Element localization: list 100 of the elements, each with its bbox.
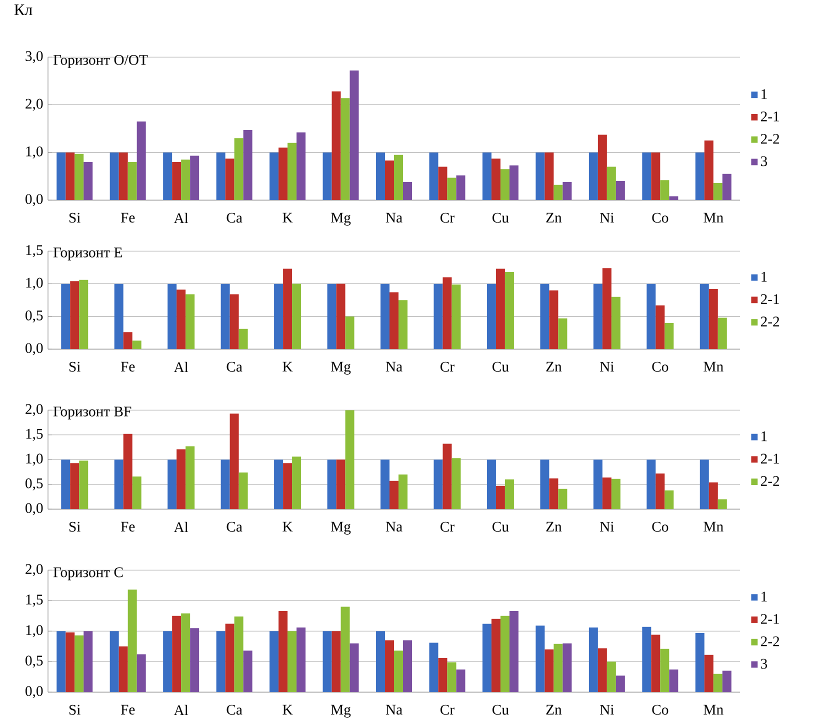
x-tick-label: Fe	[120, 212, 135, 223]
bar	[230, 294, 239, 350]
bar	[238, 328, 248, 350]
bar	[243, 650, 252, 692]
bar	[611, 296, 620, 350]
bar	[456, 669, 466, 692]
bar	[434, 284, 443, 350]
bar	[385, 640, 394, 692]
x-tick-label: Na	[386, 212, 402, 223]
bar	[216, 152, 226, 200]
legend-label: 2-1	[760, 614, 779, 624]
x-tick-label: Al	[174, 212, 188, 223]
bar	[270, 631, 279, 692]
x-tick-label: Co	[652, 704, 668, 715]
x-tick-label: K	[282, 522, 293, 532]
bar	[606, 166, 616, 200]
bar	[345, 316, 354, 350]
bar	[128, 590, 137, 692]
bar	[713, 674, 722, 692]
bar	[163, 631, 172, 692]
bar	[225, 624, 234, 692]
bar	[230, 414, 239, 510]
bar	[491, 158, 500, 200]
x-tick-label: Cu	[492, 522, 509, 532]
bar	[536, 152, 545, 200]
x-tick-label: Si	[69, 362, 80, 372]
bar	[345, 410, 354, 510]
x-tick-label: Cu	[492, 362, 509, 372]
bar	[292, 456, 302, 510]
bar	[504, 272, 514, 350]
bar	[700, 284, 709, 350]
x-tick-label: Si	[69, 522, 80, 532]
bar	[220, 460, 230, 510]
bar	[598, 648, 607, 692]
bar	[186, 294, 195, 350]
bar	[274, 284, 284, 350]
bar	[398, 474, 408, 510]
x-tick-label: Ca	[226, 522, 242, 532]
y-tick-label: 0,5	[26, 478, 43, 490]
bar	[168, 284, 177, 350]
x-tick-label: Mg	[331, 704, 351, 718]
bar	[288, 631, 297, 692]
bar	[292, 284, 302, 350]
bar	[646, 284, 656, 350]
bar	[394, 154, 404, 200]
bar	[660, 180, 670, 200]
x-tick-label: Fe	[120, 522, 135, 532]
x-tick-label: Co	[652, 212, 668, 223]
legend-label: 2-2	[760, 316, 780, 326]
bar	[274, 460, 284, 510]
x-tick-label: Mg	[331, 362, 351, 375]
x-tick-label: Si	[69, 212, 80, 223]
bar	[270, 152, 279, 200]
legend-label: 2-2	[760, 476, 780, 486]
bar	[327, 460, 336, 510]
bar	[61, 284, 70, 350]
y-tick-label: 3,0	[26, 51, 43, 64]
x-tick-label: Al	[174, 362, 188, 372]
bar	[452, 284, 461, 350]
bar	[438, 166, 448, 200]
legend-label: 2-1	[760, 454, 779, 464]
chart-title: Горизонт C	[53, 567, 123, 580]
bar	[332, 91, 341, 200]
bar	[500, 616, 510, 692]
x-tick-label: Fe	[120, 362, 135, 372]
bar	[79, 460, 88, 510]
x-tick-label: Mn	[704, 522, 724, 532]
bar	[118, 152, 128, 200]
bar	[708, 482, 718, 510]
bar	[322, 631, 332, 692]
bar	[540, 284, 550, 350]
bar	[66, 632, 75, 692]
bar	[447, 662, 456, 692]
bar	[695, 632, 704, 692]
x-tick-label: Ca	[226, 704, 242, 715]
x-tick-label: Ca	[226, 212, 242, 223]
bar	[220, 284, 230, 350]
bar	[504, 479, 514, 510]
bar	[74, 635, 84, 692]
x-tick-label: Ni	[600, 212, 614, 222]
bar	[376, 631, 386, 692]
x-tick-label: Al	[174, 704, 188, 715]
bar	[84, 162, 93, 200]
bar	[651, 634, 660, 692]
bar	[598, 134, 607, 200]
bar	[380, 460, 390, 510]
y-tick-label: 1,5	[26, 428, 43, 441]
bar	[642, 626, 652, 692]
bar	[704, 654, 714, 692]
legend-label: 2-2	[760, 636, 780, 646]
legend-label: 1	[762, 431, 767, 442]
bar	[186, 446, 195, 510]
y-tick-label: 0,0	[26, 194, 43, 206]
x-tick-label: Al	[174, 522, 188, 532]
bar	[114, 284, 124, 350]
bar	[651, 152, 660, 200]
bar	[340, 98, 350, 200]
bar	[438, 658, 448, 692]
x-tick-label: Co	[652, 522, 668, 532]
bar	[136, 654, 146, 692]
